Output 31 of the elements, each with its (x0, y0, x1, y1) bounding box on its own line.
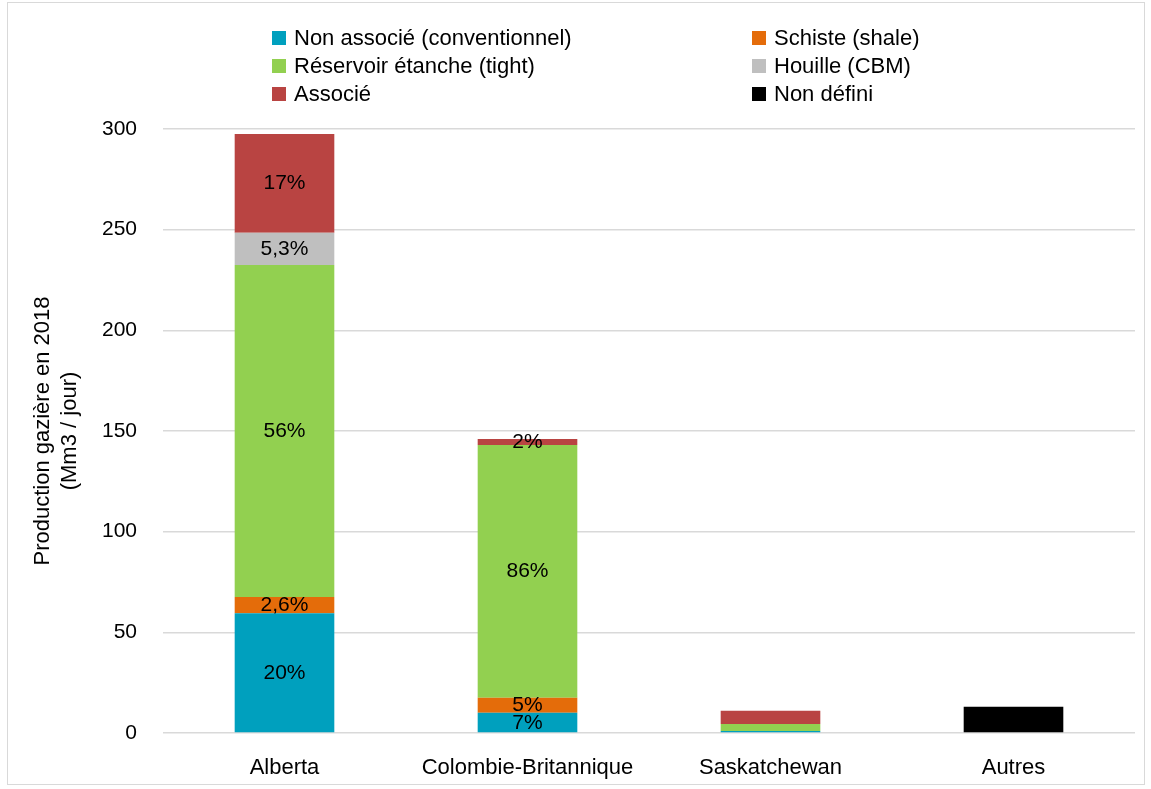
annotation: 20% (263, 659, 306, 683)
y-tick-label: 100 (101, 518, 137, 542)
y-tick-label: 50 (113, 619, 137, 643)
annotation: 86% (506, 558, 549, 582)
bar (720, 710, 821, 724)
bar (963, 706, 1064, 733)
x-tick-label: Autres (981, 754, 1046, 780)
y-tick-label: 250 (101, 216, 137, 240)
bar (234, 264, 335, 598)
y-tick-label: 150 (101, 417, 137, 441)
legend-label: Réservoir étanche (tight) (294, 53, 535, 78)
bar (234, 134, 335, 233)
legend-label: Associé (294, 81, 372, 106)
annotation: 17% (263, 170, 306, 194)
y-axis-title: Production gazière en 2018 (Mm3 / jour) (29, 296, 81, 566)
legend-label: Schiste (shale) (774, 25, 920, 50)
x-tick-label: Colombie-Britannique (421, 754, 634, 780)
bar (234, 613, 335, 733)
y-tick-label: 200 (101, 317, 137, 341)
x-tick-label: Saskatchewan (698, 754, 843, 780)
legend-label: Houille (CBM) (774, 53, 911, 78)
annotation: 5% (512, 692, 543, 716)
y-tick-label: 0 (125, 719, 137, 743)
legend-label: Non défini (774, 81, 874, 106)
x-tick-label: Alberta (249, 754, 321, 780)
annotation: 5,3% (260, 235, 309, 259)
annotation: 2,6% (260, 591, 309, 615)
bar (720, 723, 821, 731)
y-tick-label: 300 (101, 115, 137, 139)
legend-label: Non associé (conventionnel) (294, 25, 572, 50)
annotation: 56% (263, 417, 306, 441)
